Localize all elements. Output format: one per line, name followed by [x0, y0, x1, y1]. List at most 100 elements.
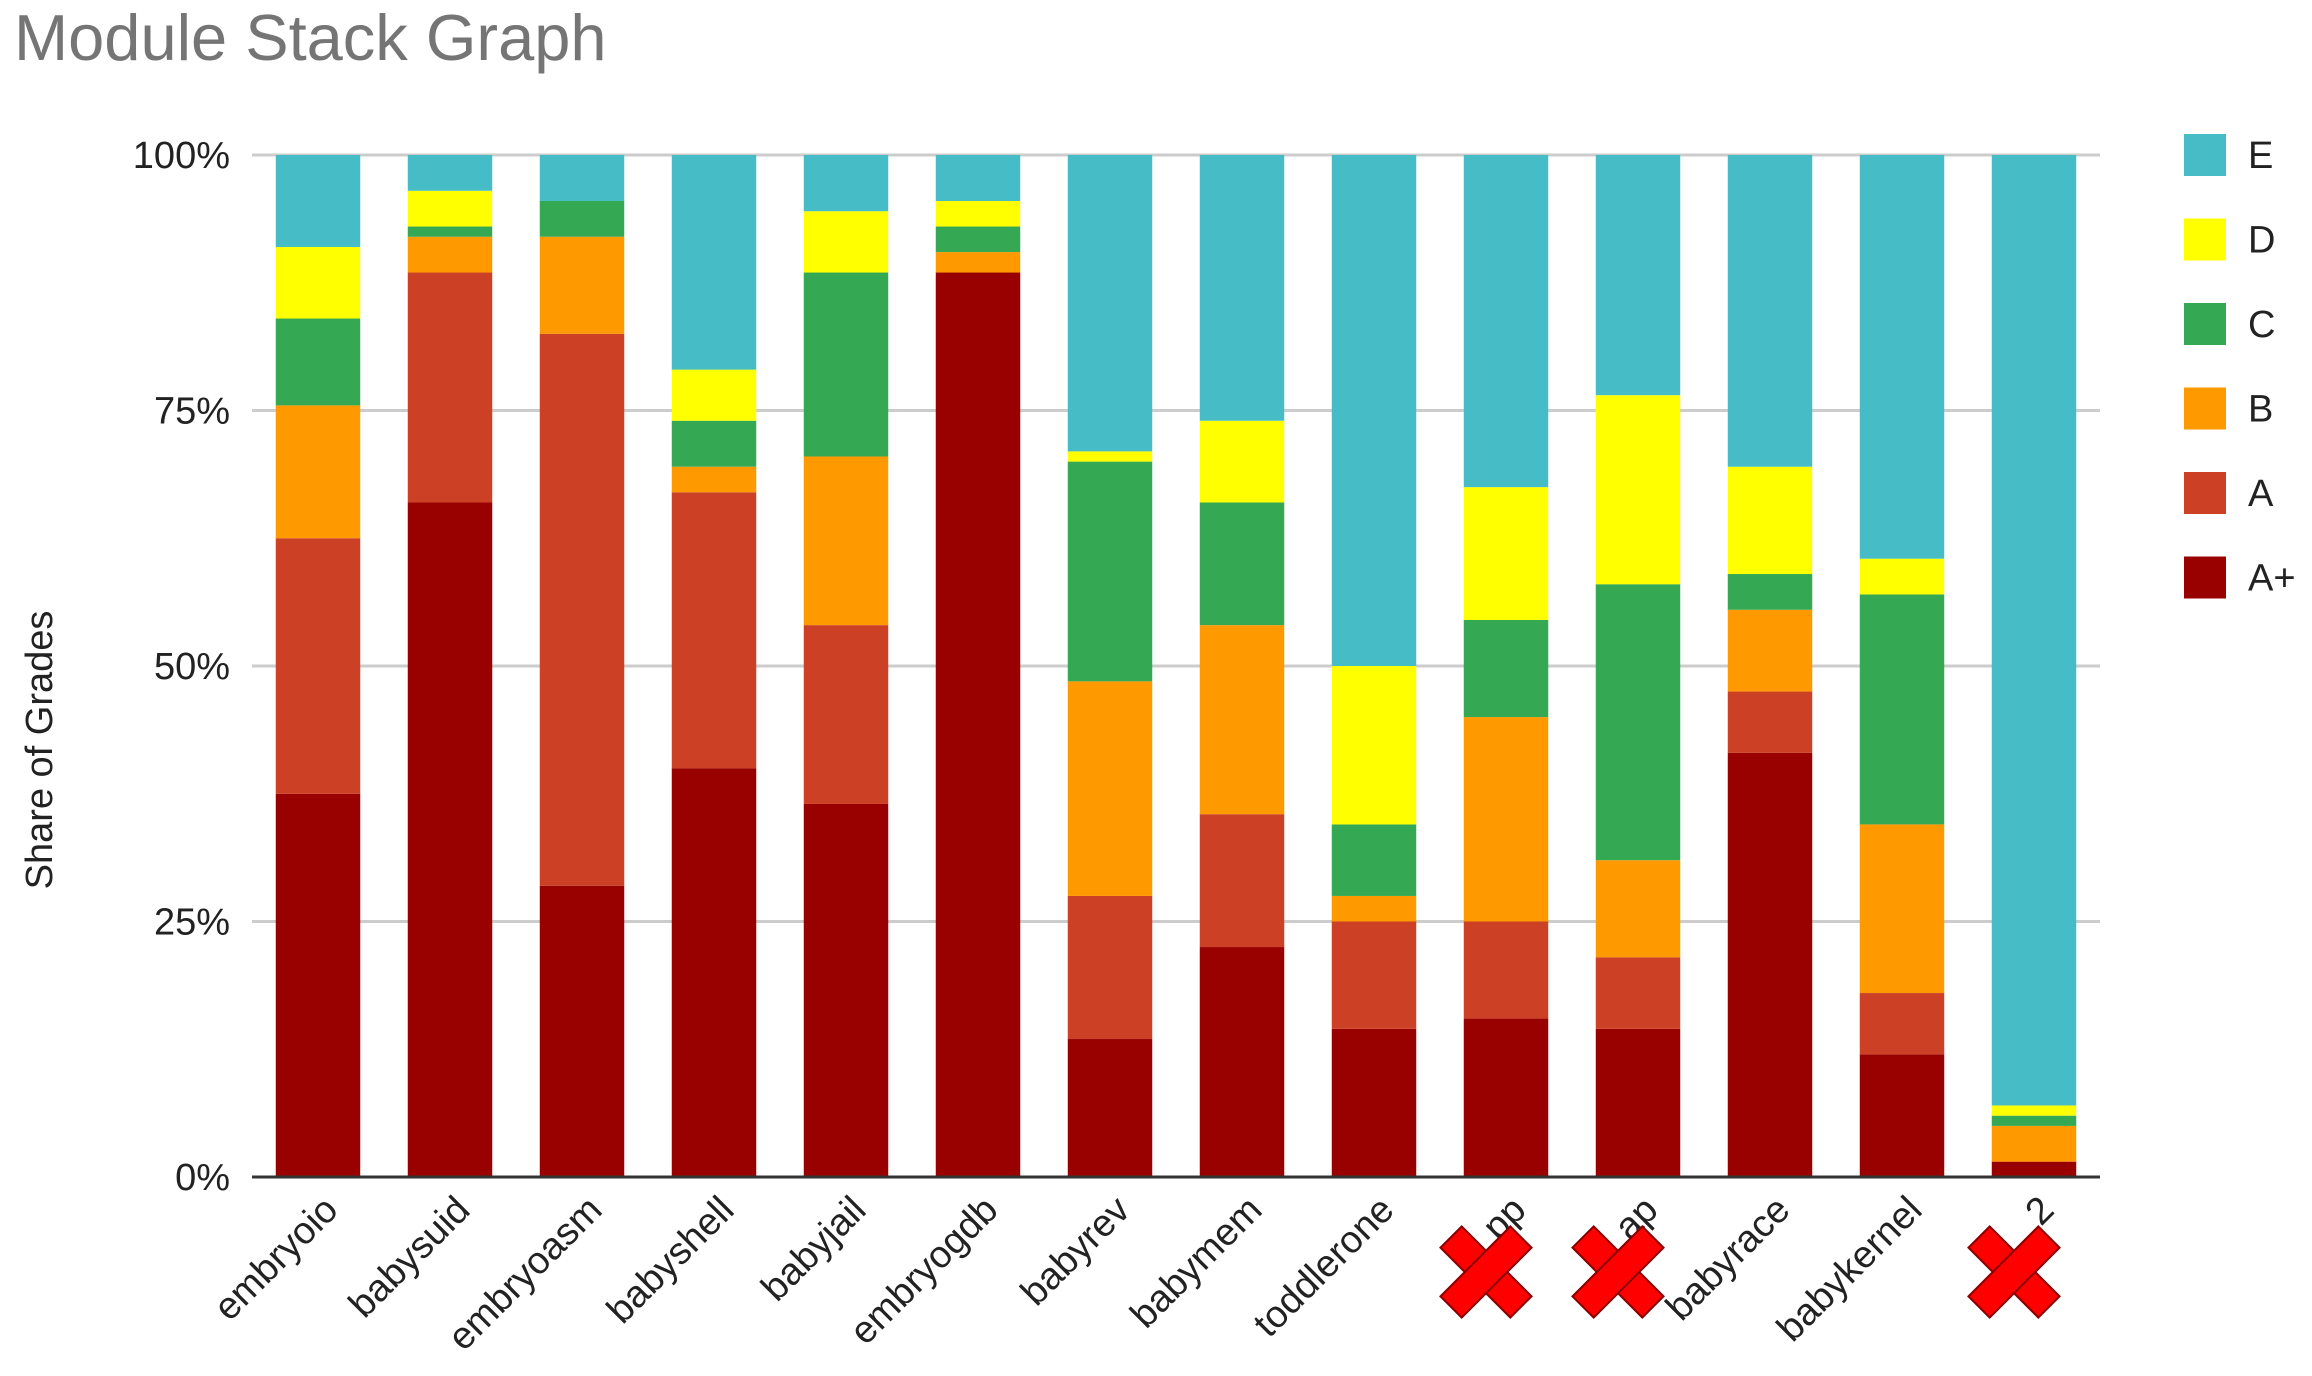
legend-swatch: [2184, 472, 2226, 514]
x-tick-label: babyrace: [1658, 1189, 1798, 1329]
bar-segment: [1859, 993, 1945, 1055]
bar-segment: [1727, 752, 1813, 1177]
x-tick-label: babyrev: [1013, 1189, 1138, 1314]
bar-segment: [1199, 420, 1285, 503]
bar-segment: [803, 272, 889, 457]
bar-segment: [935, 200, 1021, 227]
bar-segment: [1859, 558, 1945, 595]
bar-segment: [1199, 947, 1285, 1177]
bar-segment: [1331, 921, 1417, 1029]
bar-segment: [539, 155, 625, 201]
bar-segment: [1463, 487, 1549, 621]
y-tick-labels: 0% 25% 50% 75% 100%: [133, 135, 230, 1199]
bar-segment: [275, 318, 361, 406]
legend-label: D: [2248, 220, 2275, 262]
bar-segment: [1199, 625, 1285, 815]
legend-swatch: [2184, 303, 2226, 345]
bar-segment: [275, 155, 361, 247]
bar-segment: [803, 625, 889, 804]
bar-segment: [1595, 584, 1681, 861]
bar-segment: [1331, 155, 1417, 666]
x-tick-label: babyjail: [754, 1189, 875, 1310]
x-tick-label: 2: [2018, 1189, 2063, 1234]
bar-segment: [1595, 957, 1681, 1029]
y-tick-label: 100%: [133, 135, 230, 177]
bar-segment: [671, 768, 757, 1177]
bar-segment: [671, 466, 757, 493]
gridlines: [252, 153, 2100, 923]
bar-segment: [935, 155, 1021, 201]
bar-segment: [803, 456, 889, 626]
legend-swatch: [2184, 556, 2226, 599]
bar-segment: [539, 236, 625, 334]
bar-segment: [1727, 466, 1813, 575]
bar-segment: [407, 155, 493, 191]
legend-label: A: [2248, 473, 2274, 515]
legend: E DC BA A+: [2184, 134, 2296, 600]
bar-segment: [803, 155, 889, 212]
y-tick-label: 75%: [154, 391, 230, 433]
bar-segment: [1991, 1105, 2077, 1116]
bar-segment: [1595, 395, 1681, 585]
bar-segment: [1991, 1161, 2077, 1177]
bar-segment: [671, 155, 757, 370]
bar-segment: [539, 200, 625, 237]
x-tick-label: babyshell: [599, 1189, 742, 1332]
bar-segment: [935, 272, 1021, 1177]
y-tick-label: 0%: [175, 1157, 230, 1199]
bar-segment: [1463, 717, 1549, 922]
bar-segment: [539, 333, 625, 886]
y-axis-title: Share of Grades: [19, 611, 61, 890]
x-tick-label: embryoio: [206, 1189, 346, 1329]
bars: [275, 155, 2077, 1178]
legend-swatch: [2184, 218, 2226, 261]
bar-segment: [1595, 1028, 1681, 1177]
bar-segment: [1067, 1039, 1153, 1177]
bar-segment: [1067, 681, 1153, 896]
x-tick-label: toddlerone: [1246, 1189, 1403, 1346]
bar-segment: [275, 793, 361, 1177]
bar-segment: [1463, 1018, 1549, 1177]
x-tick-label: babykernel: [1769, 1189, 1930, 1350]
bar-segment: [671, 420, 757, 467]
bar-segment: [407, 226, 493, 237]
bar-segment: [1727, 574, 1813, 610]
bar-segment: [1859, 594, 1945, 825]
bar-segment: [1991, 1115, 2077, 1126]
bar-segment: [539, 885, 625, 1177]
legend-swatch: [2184, 134, 2226, 176]
bar-segment: [275, 405, 361, 539]
legend-swatch: [2184, 387, 2226, 430]
bar-segment: [1331, 666, 1417, 825]
legend-label: E: [2248, 135, 2273, 177]
cross-marks: [1439, 1225, 2061, 1319]
bar-segment: [671, 369, 757, 421]
legend-label: B: [2248, 389, 2273, 431]
x-tick-label: babysuid: [341, 1189, 478, 1326]
bar-segment: [1067, 451, 1153, 462]
bar-segment: [1067, 155, 1153, 452]
bar-segment: [1331, 1028, 1417, 1177]
bar-segment: [1595, 860, 1681, 958]
y-tick-label: 25%: [154, 902, 230, 944]
bar-segment: [935, 226, 1021, 253]
bar-segment: [1991, 155, 2077, 1106]
y-tick-label: 50%: [154, 646, 230, 688]
bar-segment: [803, 803, 889, 1177]
cross-mark-icon: [1571, 1225, 1665, 1319]
bar-segment: [1991, 1125, 2077, 1162]
bar-segment: [1463, 921, 1549, 1019]
bar-segment: [935, 252, 1021, 273]
cross-mark-icon: [1439, 1225, 1533, 1319]
bar-segment: [275, 246, 361, 319]
legend-label: A+: [2248, 558, 2296, 600]
bar-segment: [1331, 895, 1417, 922]
chart-title: Module Stack Graph: [14, 1, 607, 74]
bar-segment: [1727, 155, 1813, 467]
bar-segment: [1859, 824, 1945, 994]
bar-segment: [1463, 155, 1549, 488]
bar-segment: [1727, 691, 1813, 753]
bar-segment: [1859, 1054, 1945, 1177]
